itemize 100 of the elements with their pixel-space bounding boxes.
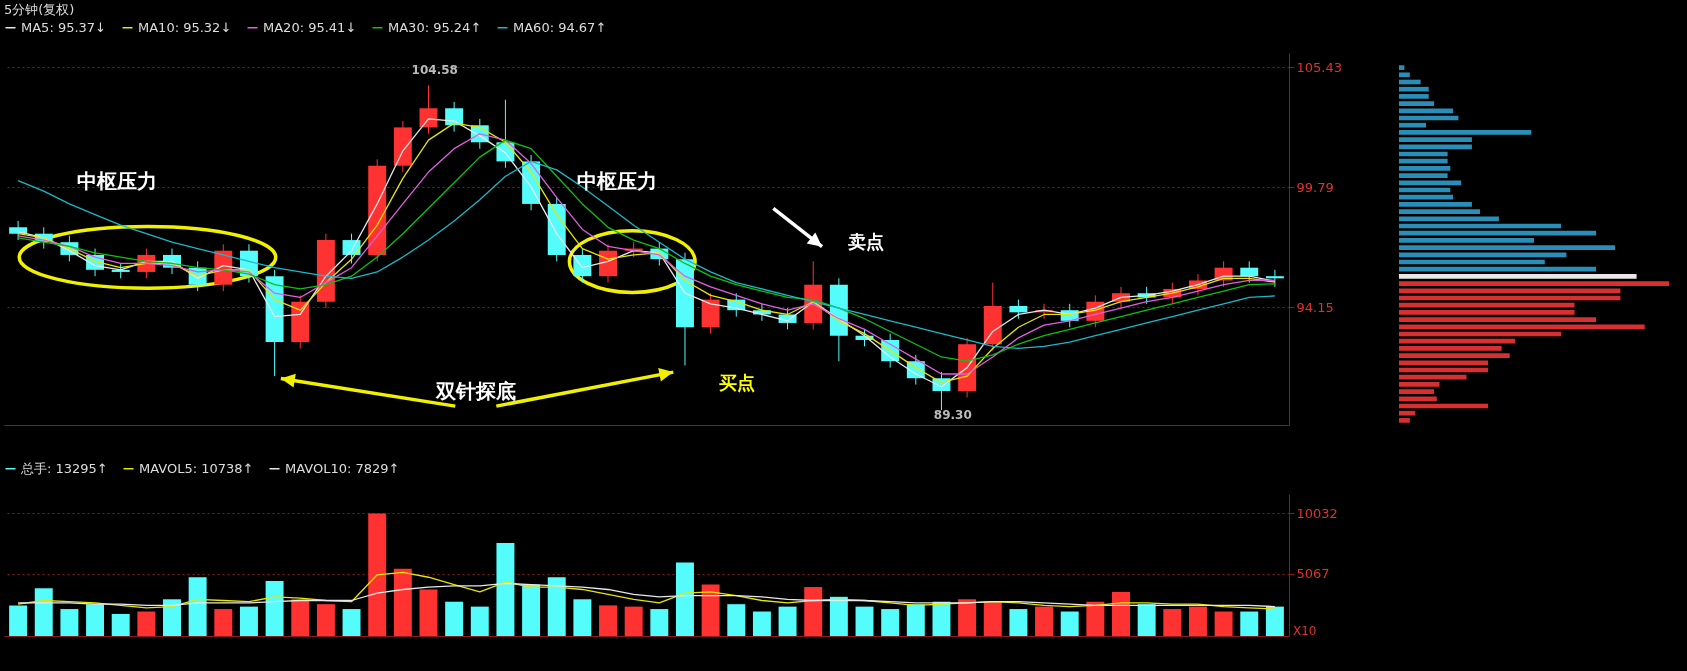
bar	[1399, 230, 1597, 236]
bar	[445, 601, 464, 636]
bar	[1399, 418, 1410, 423]
legend-label: 总手: 13295↑	[20, 460, 108, 476]
bar	[239, 606, 258, 636]
bar	[1086, 601, 1105, 636]
bar	[1399, 137, 1472, 142]
bar	[1399, 353, 1510, 358]
y-tick-label: 99.79	[1296, 179, 1334, 195]
bar	[393, 568, 412, 636]
annotation: 双针探底	[435, 377, 516, 405]
bar	[368, 513, 387, 636]
bar	[1399, 122, 1426, 128]
bar	[214, 609, 233, 636]
bar	[1163, 609, 1182, 636]
bar	[1399, 216, 1499, 222]
bar	[34, 588, 53, 636]
bar	[1399, 288, 1621, 294]
bar	[316, 604, 335, 636]
bar	[1399, 310, 1575, 315]
bar	[1399, 410, 1416, 416]
bar	[1214, 611, 1233, 636]
annotation: 89.30	[933, 407, 972, 422]
text: X10	[1293, 624, 1317, 638]
bar	[137, 611, 156, 636]
bar	[60, 609, 79, 636]
annotation: 104.58	[411, 63, 458, 78]
bar	[1060, 611, 1079, 636]
bar	[573, 599, 592, 636]
y-tick-label: 105.43	[1296, 59, 1342, 75]
bar	[1399, 374, 1467, 380]
bar	[1137, 604, 1156, 636]
bar	[1399, 302, 1575, 308]
bar	[1399, 65, 1405, 70]
bar	[163, 599, 181, 636]
bar	[1399, 238, 1534, 243]
legend-label: MA20: 95.41↓	[263, 19, 357, 35]
bar	[1399, 245, 1615, 250]
bar	[1399, 360, 1489, 366]
bar	[1399, 202, 1472, 207]
bar	[1399, 346, 1502, 351]
annotation: 中枢压力	[576, 167, 657, 195]
bar	[1399, 209, 1480, 214]
bar	[624, 606, 643, 636]
bar	[958, 599, 977, 636]
bar	[1399, 173, 1448, 178]
bar	[419, 589, 438, 636]
bar	[111, 613, 130, 636]
bar	[1399, 266, 1597, 272]
candlestick	[573, 248, 592, 284]
bar	[1399, 252, 1567, 258]
bar	[1112, 591, 1130, 636]
bar	[342, 609, 361, 636]
bar	[1399, 108, 1453, 114]
bar	[855, 606, 874, 636]
line-series	[17, 571, 1276, 610]
chart-title: 5分钟(复权)	[4, 2, 75, 17]
bar	[1399, 130, 1532, 135]
legend-label: MA10: 95.32↓	[138, 19, 232, 35]
bar	[1399, 194, 1453, 200]
bar	[829, 596, 848, 636]
bar	[1399, 382, 1440, 387]
y-tick-label: 10032	[1296, 505, 1338, 521]
bar	[291, 599, 310, 636]
bar	[547, 577, 566, 636]
bar	[86, 604, 105, 636]
bar	[1188, 606, 1207, 636]
bar	[470, 606, 489, 636]
y-tick-label: 94.15	[1296, 299, 1334, 315]
annotation: 中枢压力	[76, 167, 157, 195]
bar	[1399, 94, 1429, 99]
bar	[727, 604, 746, 636]
bar	[1399, 144, 1472, 150]
legend-label: MA5: 95.37↓	[21, 19, 107, 35]
bar	[1399, 86, 1429, 92]
bar	[1399, 389, 1435, 394]
candlestick	[1265, 269, 1284, 288]
bar	[804, 587, 823, 636]
candlestick	[1240, 260, 1259, 284]
bar	[1399, 72, 1410, 78]
bar	[676, 562, 694, 636]
bar	[932, 601, 951, 636]
legend-label: MAVOL5: 10738↑	[139, 460, 254, 476]
bar	[752, 611, 771, 636]
bar	[1399, 101, 1435, 106]
annotation: 卖点	[847, 230, 884, 255]
bar	[1035, 606, 1054, 636]
bar	[701, 584, 720, 636]
bar	[983, 601, 1002, 636]
bar	[778, 606, 797, 636]
y-tick-label: 5067	[1296, 566, 1330, 582]
annotation: 买点	[719, 370, 756, 395]
bar	[1399, 396, 1437, 402]
bar	[1399, 166, 1451, 171]
bar	[9, 605, 28, 636]
bar	[1399, 274, 1637, 279]
bar	[1399, 324, 1645, 330]
line-series	[17, 582, 1276, 608]
bar	[1399, 158, 1448, 164]
bar	[906, 604, 925, 636]
